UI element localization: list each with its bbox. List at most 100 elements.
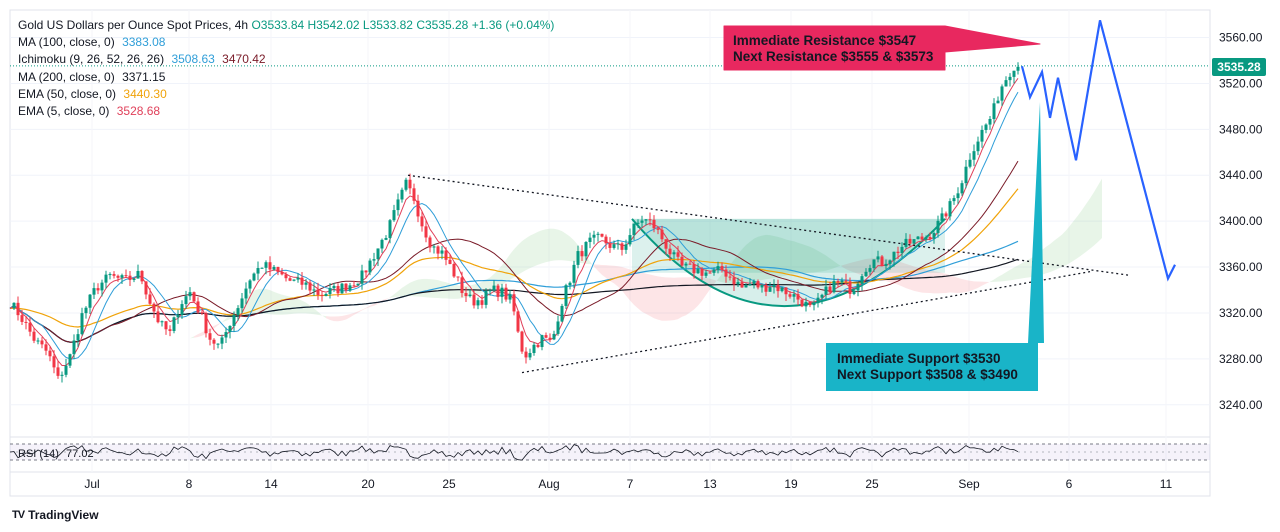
candle-body — [924, 237, 928, 240]
candle-body — [584, 241, 588, 257]
ichimoku-cloud-segment — [330, 316, 334, 322]
ichimoku-cloud-segment — [270, 290, 274, 315]
legend-ma200[interactable]: MA (200, close, 0) 3371.15 — [18, 69, 554, 86]
candle-body — [140, 270, 144, 282]
candle-body — [952, 198, 956, 202]
candle-body — [104, 274, 108, 283]
ichimoku-cloud-segment — [430, 279, 434, 298]
candle-body — [280, 271, 284, 275]
candle-body — [872, 259, 876, 269]
candle-body — [680, 256, 684, 266]
ichimoku-cloud-segment — [750, 238, 754, 282]
candle-body — [564, 285, 568, 306]
resistance-callout-box — [723, 25, 1041, 71]
candle-body — [992, 103, 996, 120]
candle-body — [632, 223, 636, 236]
ichimoku-cloud-segment — [946, 273, 950, 293]
next-support-text: Next Support $3508 & $3490 — [837, 367, 1018, 382]
indicator-label: EMA (50, close, 0) — [18, 86, 117, 101]
ichimoku-cloud-segment — [782, 238, 786, 277]
ichimoku-cloud-segment — [1074, 215, 1078, 261]
ichimoku-cloud-segment — [614, 265, 618, 287]
change-value: +1.36 (+0.04%) — [471, 18, 555, 32]
candle-body — [916, 236, 920, 240]
candle-body — [376, 248, 380, 260]
candle-body — [600, 233, 604, 237]
ichimoku-cloud-segment — [438, 280, 442, 299]
candle-body — [932, 232, 936, 239]
ichimoku-cloud-segment — [390, 294, 394, 298]
ichimoku-cloud-segment — [298, 298, 302, 314]
ichimoku-cloud-segment — [638, 271, 642, 312]
candle-body — [788, 294, 792, 297]
candle-body — [984, 124, 988, 130]
candle-body — [472, 294, 476, 306]
candle-body — [944, 213, 948, 217]
candle-body — [428, 237, 432, 248]
rsi-legend[interactable]: RSI (14) 77.02 — [18, 448, 94, 460]
candle-body — [268, 262, 272, 270]
tradingview-logo[interactable]: TV TradingView — [12, 508, 99, 522]
ichimoku-cloud-segment — [190, 336, 194, 339]
ichimoku-cloud-segment — [986, 281, 990, 284]
ichimoku-cloud-segment — [830, 258, 834, 270]
ichimoku-cloud-segment — [294, 297, 298, 314]
ichimoku-cloud-segment — [610, 265, 614, 284]
indicator-value-2: 3470.42 — [222, 52, 266, 67]
candle-body — [296, 277, 300, 280]
candle-body — [488, 290, 492, 292]
ichimoku-cloud-segment — [1054, 237, 1058, 271]
candle-body — [880, 256, 884, 266]
candle-body — [40, 340, 44, 345]
candle-body — [840, 280, 844, 283]
ichimoku-cloud-segment — [670, 277, 674, 321]
candle-body — [380, 239, 384, 249]
ichimoku-cloud-segment — [846, 263, 850, 271]
candle-body — [876, 256, 880, 260]
candle-body — [968, 159, 972, 167]
ichimoku-cloud-segment — [150, 327, 154, 331]
candle-body — [1016, 66, 1020, 71]
candle-body — [620, 243, 624, 250]
candle-body — [724, 269, 728, 277]
candle-body — [288, 278, 292, 281]
candle-body — [492, 285, 496, 291]
candle-body — [368, 260, 372, 273]
next-resistance-text: Next Resistance $3555 & $3573 — [733, 49, 934, 64]
ichimoku-cloud-segment — [1022, 261, 1026, 279]
candle-body — [32, 331, 36, 341]
ichimoku-cloud-segment — [594, 264, 598, 271]
legend-ema5[interactable]: EMA (5, close, 0) 3528.68 — [18, 103, 554, 120]
candle-body — [776, 284, 780, 292]
candle-body — [988, 119, 992, 125]
indicator-value: 3528.68 — [116, 104, 161, 119]
ichimoku-cloud-segment — [494, 270, 498, 288]
indicator-value: 3371.15 — [122, 69, 166, 84]
ichimoku-cloud-segment — [526, 235, 530, 271]
ichimoku-cloud-segment — [650, 274, 654, 319]
candle-body — [956, 193, 960, 199]
legend-ma100[interactable]: MA (100, close, 0) 3383.08 — [18, 34, 554, 51]
candle-body — [976, 141, 980, 152]
ascending-trendline — [521, 270, 1091, 374]
candle-body — [624, 244, 628, 250]
candle-body — [560, 305, 564, 322]
ichimoku-cloud-segment — [538, 230, 542, 265]
y-tick-label: 3480.00 — [1219, 122, 1263, 136]
legend-ichimoku[interactable]: Ichimoku (9, 26, 52, 26, 26) 3508.63 347… — [18, 51, 554, 68]
legend-ema50[interactable]: EMA (50, close, 0) 3440.30 — [18, 86, 554, 103]
ichimoku-cloud-segment — [570, 236, 574, 262]
candle-body — [12, 302, 16, 309]
candle-body — [308, 282, 312, 291]
candle-body — [508, 294, 512, 300]
candle-body — [536, 344, 540, 348]
x-tick-label: 25 — [865, 477, 879, 491]
candle-body — [276, 266, 280, 272]
candle-body — [708, 272, 712, 274]
ichimoku-cloud-segment — [370, 303, 374, 307]
ichimoku-cloud-segment — [698, 277, 702, 306]
candle-body — [364, 270, 368, 273]
ichimoku-cloud-segment — [806, 245, 810, 274]
candle-body — [744, 285, 748, 288]
